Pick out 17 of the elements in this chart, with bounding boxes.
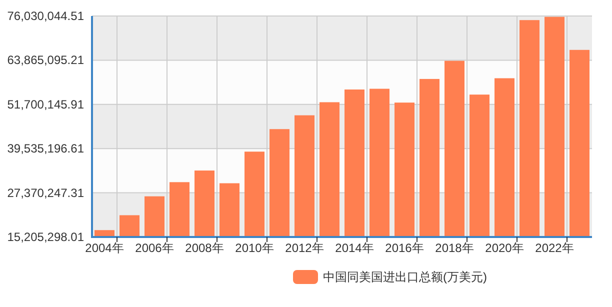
y-tick-label: 39,535,196.61 — [7, 142, 84, 156]
x-tick-label: 2018年 — [435, 241, 474, 255]
x-tick-label: 2008年 — [185, 241, 224, 255]
x-tick-label: 2020年 — [485, 241, 524, 255]
y-tick-label: 51,700,145.91 — [7, 97, 84, 112]
y-tick-label: 15,205,298.01 — [7, 230, 84, 244]
x-tick-label: 2014年 — [335, 241, 374, 255]
y-tick-label: 76,030,044.51 — [7, 9, 84, 23]
x-tick-label: 2004年 — [85, 241, 124, 255]
x-tick-label: 2010年 — [235, 241, 274, 255]
x-tick-label: 2022年 — [535, 241, 574, 255]
y-tick-label: 63,865,095.21 — [7, 53, 84, 68]
x-tick-label: 2006年 — [135, 241, 174, 255]
x-tick-label: 2016年 — [385, 241, 424, 255]
y-tick-label: 27,370,247.31 — [7, 186, 84, 200]
x-tick-label: 2012年 — [285, 241, 324, 255]
legend-label: 中国同美国进出口总额(万美元) — [323, 270, 487, 284]
